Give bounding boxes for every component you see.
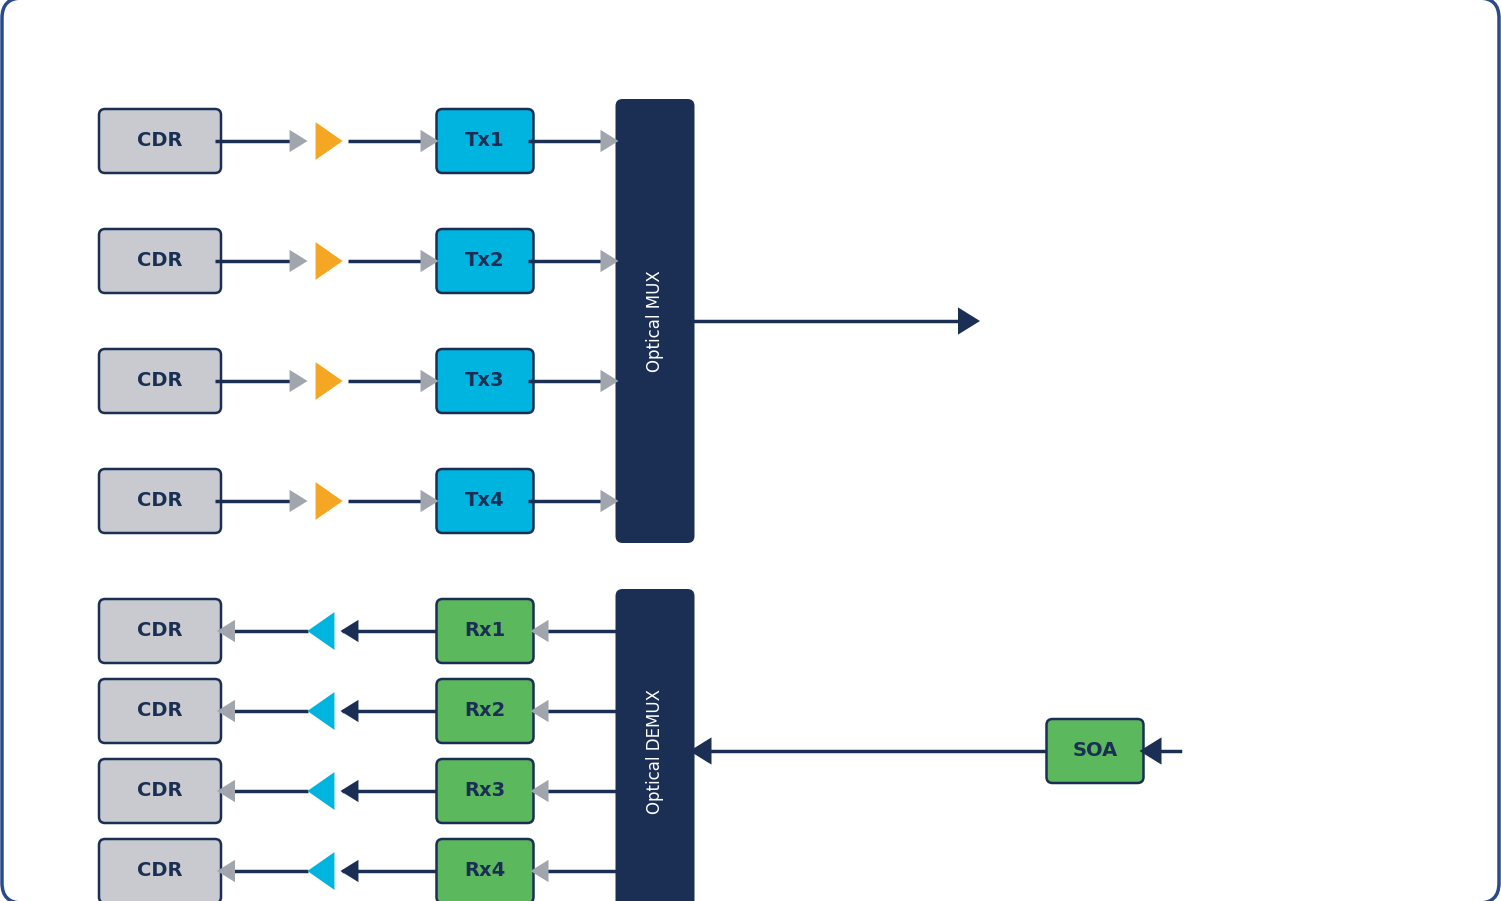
Text: CDR: CDR xyxy=(137,702,183,721)
FancyBboxPatch shape xyxy=(437,229,533,293)
Polygon shape xyxy=(420,490,438,512)
FancyBboxPatch shape xyxy=(99,109,221,173)
Text: SOA: SOA xyxy=(1072,742,1118,760)
FancyBboxPatch shape xyxy=(615,99,695,543)
Text: CDR: CDR xyxy=(137,781,183,800)
Polygon shape xyxy=(315,362,342,400)
Text: CDR: CDR xyxy=(137,492,183,511)
FancyBboxPatch shape xyxy=(99,599,221,663)
FancyBboxPatch shape xyxy=(99,759,221,823)
FancyBboxPatch shape xyxy=(99,349,221,413)
Polygon shape xyxy=(290,130,308,152)
Text: CDR: CDR xyxy=(137,132,183,150)
Polygon shape xyxy=(341,620,359,642)
Text: Rx4: Rx4 xyxy=(464,861,506,880)
FancyBboxPatch shape xyxy=(615,589,695,901)
Polygon shape xyxy=(290,490,308,512)
Polygon shape xyxy=(218,700,236,723)
Polygon shape xyxy=(308,772,335,810)
Polygon shape xyxy=(600,130,618,152)
Text: CDR: CDR xyxy=(137,371,183,390)
Text: Optical DEMUX: Optical DEMUX xyxy=(645,688,663,814)
Polygon shape xyxy=(600,250,618,272)
FancyBboxPatch shape xyxy=(99,839,221,901)
Polygon shape xyxy=(689,737,711,765)
Polygon shape xyxy=(315,123,342,159)
Polygon shape xyxy=(1139,737,1162,765)
Polygon shape xyxy=(315,242,342,280)
Polygon shape xyxy=(290,369,308,392)
FancyBboxPatch shape xyxy=(1046,719,1144,783)
Polygon shape xyxy=(600,490,618,512)
Polygon shape xyxy=(958,307,980,334)
Polygon shape xyxy=(308,612,335,650)
Polygon shape xyxy=(530,860,548,882)
Text: Tx3: Tx3 xyxy=(465,371,504,390)
FancyBboxPatch shape xyxy=(437,599,533,663)
Polygon shape xyxy=(218,780,236,802)
FancyBboxPatch shape xyxy=(437,109,533,173)
Polygon shape xyxy=(420,250,438,272)
Polygon shape xyxy=(600,369,618,392)
Polygon shape xyxy=(530,700,548,723)
FancyBboxPatch shape xyxy=(437,349,533,413)
Polygon shape xyxy=(341,780,359,802)
FancyBboxPatch shape xyxy=(99,679,221,743)
Text: CDR: CDR xyxy=(137,622,183,641)
FancyBboxPatch shape xyxy=(99,229,221,293)
Polygon shape xyxy=(290,250,308,272)
Polygon shape xyxy=(315,482,342,520)
Text: Tx1: Tx1 xyxy=(465,132,504,150)
FancyBboxPatch shape xyxy=(437,759,533,823)
Text: Rx3: Rx3 xyxy=(464,781,506,800)
Text: Tx4: Tx4 xyxy=(465,492,504,511)
Polygon shape xyxy=(530,780,548,802)
Polygon shape xyxy=(308,852,335,890)
Text: CDR: CDR xyxy=(137,861,183,880)
FancyBboxPatch shape xyxy=(437,469,533,533)
Text: Rx1: Rx1 xyxy=(464,622,506,641)
Text: Rx2: Rx2 xyxy=(464,702,506,721)
Polygon shape xyxy=(420,130,438,152)
Polygon shape xyxy=(420,369,438,392)
Polygon shape xyxy=(530,620,548,642)
Polygon shape xyxy=(218,860,236,882)
Text: Tx2: Tx2 xyxy=(465,251,504,270)
FancyBboxPatch shape xyxy=(437,839,533,901)
Text: Optical MUX: Optical MUX xyxy=(645,270,663,372)
FancyBboxPatch shape xyxy=(437,679,533,743)
Polygon shape xyxy=(308,692,335,730)
Polygon shape xyxy=(218,620,236,642)
FancyBboxPatch shape xyxy=(99,469,221,533)
Polygon shape xyxy=(341,700,359,723)
Text: CDR: CDR xyxy=(137,251,183,270)
Polygon shape xyxy=(341,860,359,882)
